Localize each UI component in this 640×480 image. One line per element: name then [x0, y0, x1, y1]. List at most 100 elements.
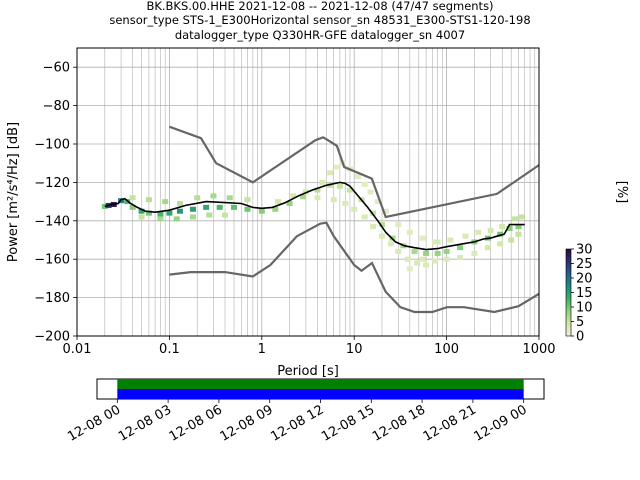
density-cell [404, 256, 411, 262]
timeline-tick-label: 12-08 21 [421, 402, 479, 444]
x-axis-label: Period [s] [277, 364, 339, 379]
density-cell [300, 194, 307, 200]
density-cell [361, 214, 368, 220]
density-cell [497, 231, 504, 237]
colorbar-tick-label: 5 [576, 315, 584, 330]
density-cell [342, 201, 349, 207]
density-cell [176, 201, 183, 207]
chart-title-line-3: datalogger_type Q330HR-GFE datalogger_sn… [174, 28, 466, 42]
density-cell [434, 250, 441, 256]
density-cell [518, 214, 525, 220]
density-cell [244, 206, 251, 212]
density-cell [374, 199, 381, 205]
density-cell [314, 195, 321, 201]
timeline-tick-label: 12-08 00 [65, 402, 123, 444]
density-cell [370, 224, 377, 230]
x-tick-label: 1000 [522, 342, 555, 357]
density-cell [484, 245, 491, 251]
density-cell [462, 233, 469, 239]
colorbar-tick-label: 20 [576, 272, 593, 287]
chart-title-line-2: sensor_type STS-1_E300Horizontal sensor_… [109, 13, 531, 27]
colorbar [565, 248, 572, 337]
timeline-tick-label: 12-08 03 [116, 402, 174, 444]
density-cell [176, 208, 183, 214]
probability-density-cells [101, 160, 525, 272]
mode-line [104, 181, 525, 251]
density-cell [370, 210, 377, 216]
density-cell [419, 235, 426, 241]
density-cell [129, 195, 136, 201]
y-tick-label: −140 [34, 214, 70, 229]
density-cell [471, 250, 478, 256]
density-cell [222, 212, 229, 218]
y-axis-label: Power [m²/s⁴/Hz] [dB] [6, 122, 21, 262]
density-cell [210, 193, 217, 199]
density-cell [336, 183, 343, 189]
density-cell [138, 214, 145, 220]
density-cell [216, 204, 223, 210]
y-tick-label: −120 [34, 176, 70, 191]
timeline-tick-label: 12-08 12 [268, 402, 326, 444]
timeline-tick-label: 12-08 18 [370, 402, 428, 444]
density-cell [457, 245, 464, 251]
density-cell [206, 212, 213, 218]
colorbar-tick-label: 25 [576, 257, 593, 272]
density-cell [138, 208, 145, 214]
colorbar-tick-label: 10 [576, 301, 593, 316]
y-tick-label: −60 [43, 61, 70, 76]
density-cell [346, 187, 353, 193]
density-cell [387, 241, 394, 247]
density-cell [411, 249, 418, 255]
low-noise-model-line [169, 221, 539, 314]
density-cell [330, 197, 337, 203]
timeline-coverage [117, 379, 524, 399]
y-tick-label: −100 [34, 138, 70, 153]
x-tick-label: 0.1 [159, 342, 180, 357]
density-cell [515, 231, 522, 237]
colorbar-tick-label: 0 [576, 330, 584, 345]
density-cell [244, 197, 251, 203]
density-cell [419, 256, 426, 262]
colorbar-tick-label: 15 [576, 286, 593, 301]
density-cell [189, 214, 196, 220]
density-cell [423, 250, 430, 256]
density-cell [129, 204, 136, 210]
density-cell [275, 199, 282, 205]
density-cell [203, 204, 210, 210]
density-cell [286, 201, 293, 207]
high-noise-model-line [169, 125, 539, 219]
density-cell [406, 266, 413, 272]
density-cell [423, 262, 430, 268]
density-cell [395, 249, 402, 255]
density-cell [157, 216, 164, 222]
density-cell [379, 222, 386, 228]
x-tick-label: 100 [434, 342, 459, 357]
density-cell [226, 195, 233, 201]
x-tick-label: 1 [258, 342, 266, 357]
density-cell [145, 197, 152, 203]
density-cell [443, 249, 450, 255]
density-cell [414, 260, 421, 266]
density-cell [166, 210, 173, 216]
density-cell [443, 256, 450, 262]
density-cell [333, 164, 340, 170]
density-cell [499, 224, 506, 230]
density-cell [515, 224, 522, 230]
density-cell [145, 210, 152, 216]
x-axis-ticks: 0.01 0.1 1 10 100 1000 [63, 336, 556, 357]
density-cell [173, 216, 180, 222]
density-cell [319, 179, 326, 185]
timeline-tick-label: 12-08 09 [218, 402, 276, 444]
plot-frame [76, 47, 540, 337]
density-cell [406, 229, 413, 235]
density-cell [506, 225, 513, 231]
density-cell [230, 204, 237, 210]
noise-model-curves [104, 125, 539, 314]
density-cell [351, 206, 358, 212]
density-cell [434, 239, 441, 245]
density-cell [258, 208, 265, 214]
x-tick-label: 10 [346, 342, 363, 357]
timeline-tick-label: 12-09 00 [472, 402, 530, 444]
